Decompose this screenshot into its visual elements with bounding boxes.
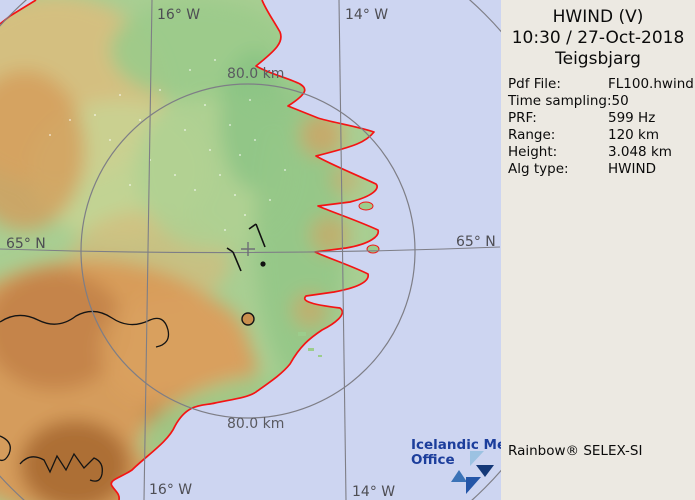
wind-barb-north — [248, 223, 266, 248]
label-16w-bottom: 16° W — [149, 482, 192, 498]
range-rings — [0, 0, 501, 500]
range-ring-80km — [80, 83, 416, 419]
field-value: 3.048 km — [608, 144, 672, 160]
field-value: HWIND — [608, 161, 656, 177]
field-label: PRF: — [508, 110, 537, 126]
imo-logo-mark — [451, 451, 494, 494]
field-label: Range: — [508, 127, 556, 143]
label-range-top: 80.0 km — [227, 66, 284, 82]
label-65n-left: 65° N — [6, 236, 46, 252]
meridian-16w — [143, 0, 153, 500]
field-value: FL100.hwind — [608, 76, 694, 92]
field-row-height: Height: 3.048 km — [508, 144, 695, 161]
meridian-14w — [338, 0, 347, 500]
field-value: 50 — [611, 93, 629, 109]
snow-speckles — [49, 59, 286, 231]
label-range-bottom: 80.0 km — [227, 416, 284, 432]
field-value: 120 km — [608, 127, 660, 143]
label-16w-top: 16° W — [157, 7, 200, 23]
field-row-pdf-file: Pdf File: FL100.hwind — [508, 76, 695, 93]
graticule — [0, 0, 501, 500]
field-label: Pdf File: — [508, 76, 561, 92]
imo-logo-text-line1: Icelandic Met — [411, 437, 501, 453]
data-point-dot — [260, 261, 266, 267]
field-row-alg-type: Alg type: HWIND — [508, 161, 695, 178]
field-row-range: Range: 120 km — [508, 127, 695, 144]
imo-logo: Icelandic Met Office — [411, 437, 501, 494]
map-area: Icelandic Met Office — [0, 0, 501, 500]
imo-logo-text-line2: Office — [411, 452, 455, 468]
product-datetime: 10:30 / 27-Oct-2018 — [511, 28, 685, 48]
field-label: Height: — [508, 144, 558, 160]
overlay-markers — [226, 223, 266, 272]
field-label: Time sampling: — [508, 93, 612, 109]
lake-outline — [241, 312, 255, 326]
parameter-list: Pdf File: FL100.hwind Time sampling: 50 … — [501, 76, 695, 178]
site-name: Teigsbjarg — [555, 49, 641, 69]
field-label: Alg type: — [508, 161, 569, 177]
label-14w-top: 14° W — [345, 7, 388, 23]
field-row-prf: PRF: 599 Hz — [508, 110, 695, 127]
glacier-contours — [0, 310, 170, 482]
wind-barb-south — [226, 247, 242, 272]
label-14w-bottom: 14° W — [352, 484, 395, 500]
field-value: 599 Hz — [608, 110, 656, 126]
map-labels: 16° W 14° W 16° W 14° W 65° N 65° N 80.0… — [6, 7, 496, 500]
terrain-map: Icelandic Met Office — [0, 0, 501, 500]
radar-site-cross — [241, 242, 255, 256]
label-65n-right: 65° N — [456, 234, 496, 250]
field-row-time-sampling: Time sampling: 50 — [508, 93, 695, 110]
info-panel: HWIND (V) 10:30 / 27-Oct-2018 Teigsbjarg… — [501, 0, 695, 500]
software-branding: Rainbow® SELEX-SI — [508, 443, 643, 459]
product-title: HWIND (V) — [552, 7, 644, 27]
parallel-65n — [0, 246, 501, 254]
